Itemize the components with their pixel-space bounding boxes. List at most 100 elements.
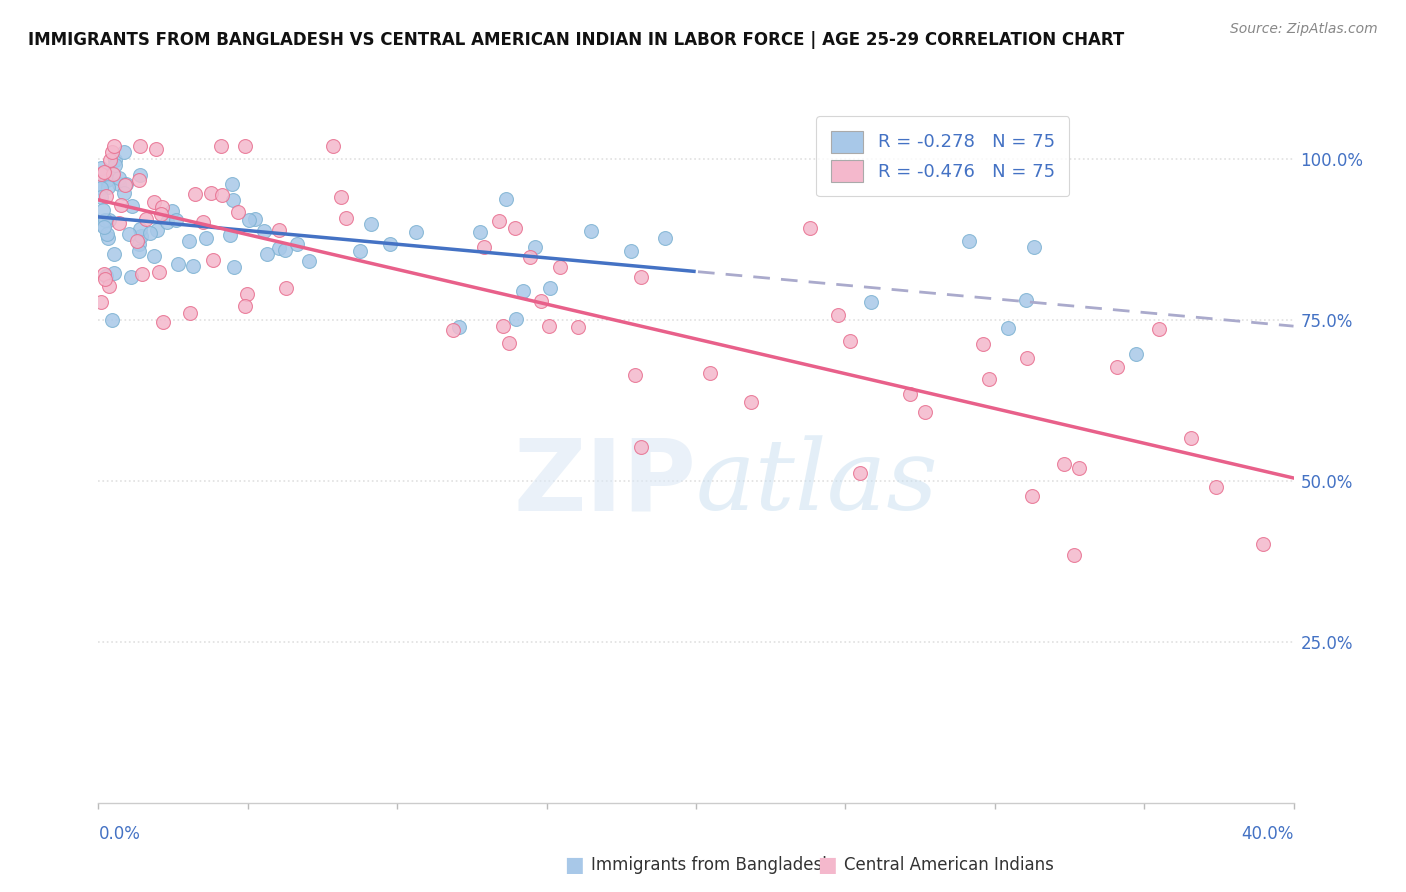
Text: IMMIGRANTS FROM BANGLADESH VS CENTRAL AMERICAN INDIAN IN LABOR FORCE | AGE 25-29: IMMIGRANTS FROM BANGLADESH VS CENTRAL AM… <box>28 31 1125 49</box>
Point <box>530 293 553 308</box>
Point <box>579 224 602 238</box>
Point <box>495 192 517 206</box>
Point <box>112 186 135 200</box>
Point <box>492 319 515 334</box>
Point <box>110 198 132 212</box>
Point <box>274 281 297 295</box>
Point <box>252 224 274 238</box>
Point <box>972 337 994 351</box>
Point <box>221 177 243 191</box>
Point <box>98 213 121 227</box>
Point <box>256 247 278 261</box>
Point <box>177 234 200 248</box>
Point <box>538 281 561 295</box>
Point <box>523 240 546 254</box>
Point <box>222 193 245 207</box>
Point <box>129 228 152 243</box>
Point <box>285 237 308 252</box>
Point <box>94 268 117 283</box>
Point <box>1251 537 1274 551</box>
Point <box>90 190 112 204</box>
Point <box>624 368 647 382</box>
Point <box>103 246 125 260</box>
Point <box>90 294 112 309</box>
Point <box>128 138 150 153</box>
Text: Source: ZipAtlas.com: Source: ZipAtlas.com <box>1230 22 1378 37</box>
Point <box>90 181 112 195</box>
Point <box>96 227 118 241</box>
Text: ZIP: ZIP <box>513 434 696 532</box>
Point <box>104 158 127 172</box>
Point <box>103 138 125 153</box>
Point <box>165 212 187 227</box>
Point <box>152 315 174 329</box>
Point <box>120 270 142 285</box>
Point <box>548 260 571 274</box>
Point <box>193 215 215 229</box>
Point <box>97 231 120 245</box>
Point <box>245 212 267 227</box>
Point <box>143 195 166 210</box>
Point <box>195 230 218 244</box>
Point <box>145 142 167 156</box>
Point <box>349 244 371 259</box>
Point <box>90 161 112 175</box>
Point <box>898 387 921 401</box>
Point <box>335 211 357 225</box>
Point <box>97 279 120 293</box>
Point <box>503 220 526 235</box>
Point <box>219 227 242 242</box>
Point <box>150 200 173 214</box>
Point <box>90 178 112 192</box>
Point <box>1063 548 1085 562</box>
Point <box>226 205 249 219</box>
Text: 0.0%: 0.0% <box>98 825 141 843</box>
Point <box>512 284 534 298</box>
Point <box>179 306 201 320</box>
Point <box>128 172 150 186</box>
Point <box>298 254 321 268</box>
Point <box>101 313 124 327</box>
Point <box>1015 351 1038 366</box>
Point <box>654 230 676 244</box>
Point <box>162 204 184 219</box>
Point <box>131 267 153 281</box>
Point <box>90 217 112 231</box>
Point <box>519 251 541 265</box>
Point <box>142 249 165 263</box>
Text: ■: ■ <box>564 855 583 875</box>
Point <box>799 220 821 235</box>
Text: Immigrants from Bangladesh: Immigrants from Bangladesh <box>591 856 832 874</box>
Point <box>620 244 643 259</box>
Point <box>273 243 295 257</box>
Point <box>101 145 124 159</box>
Point <box>201 252 224 267</box>
Point <box>827 308 849 322</box>
Point <box>211 188 233 202</box>
Point <box>468 226 491 240</box>
Point <box>537 318 560 333</box>
Point <box>135 212 157 227</box>
Point <box>181 260 204 274</box>
Point <box>128 244 150 258</box>
Point <box>1147 322 1170 336</box>
Point <box>630 440 652 454</box>
Point <box>1205 479 1227 493</box>
Point <box>405 225 427 239</box>
Point <box>449 320 471 334</box>
Point <box>848 467 870 481</box>
Point <box>505 311 527 326</box>
Point <box>1125 347 1147 361</box>
Point <box>233 299 256 313</box>
Point <box>957 234 980 248</box>
Legend: R = -0.278   N = 75, R = -0.476   N = 75: R = -0.278 N = 75, R = -0.476 N = 75 <box>817 116 1070 196</box>
Point <box>103 167 125 181</box>
Point <box>94 212 117 227</box>
Text: ■: ■ <box>817 855 837 875</box>
Point <box>238 213 260 227</box>
Point <box>1105 360 1128 375</box>
Point <box>472 239 495 253</box>
Point <box>488 214 510 228</box>
Point <box>121 199 143 213</box>
Point <box>233 138 256 153</box>
